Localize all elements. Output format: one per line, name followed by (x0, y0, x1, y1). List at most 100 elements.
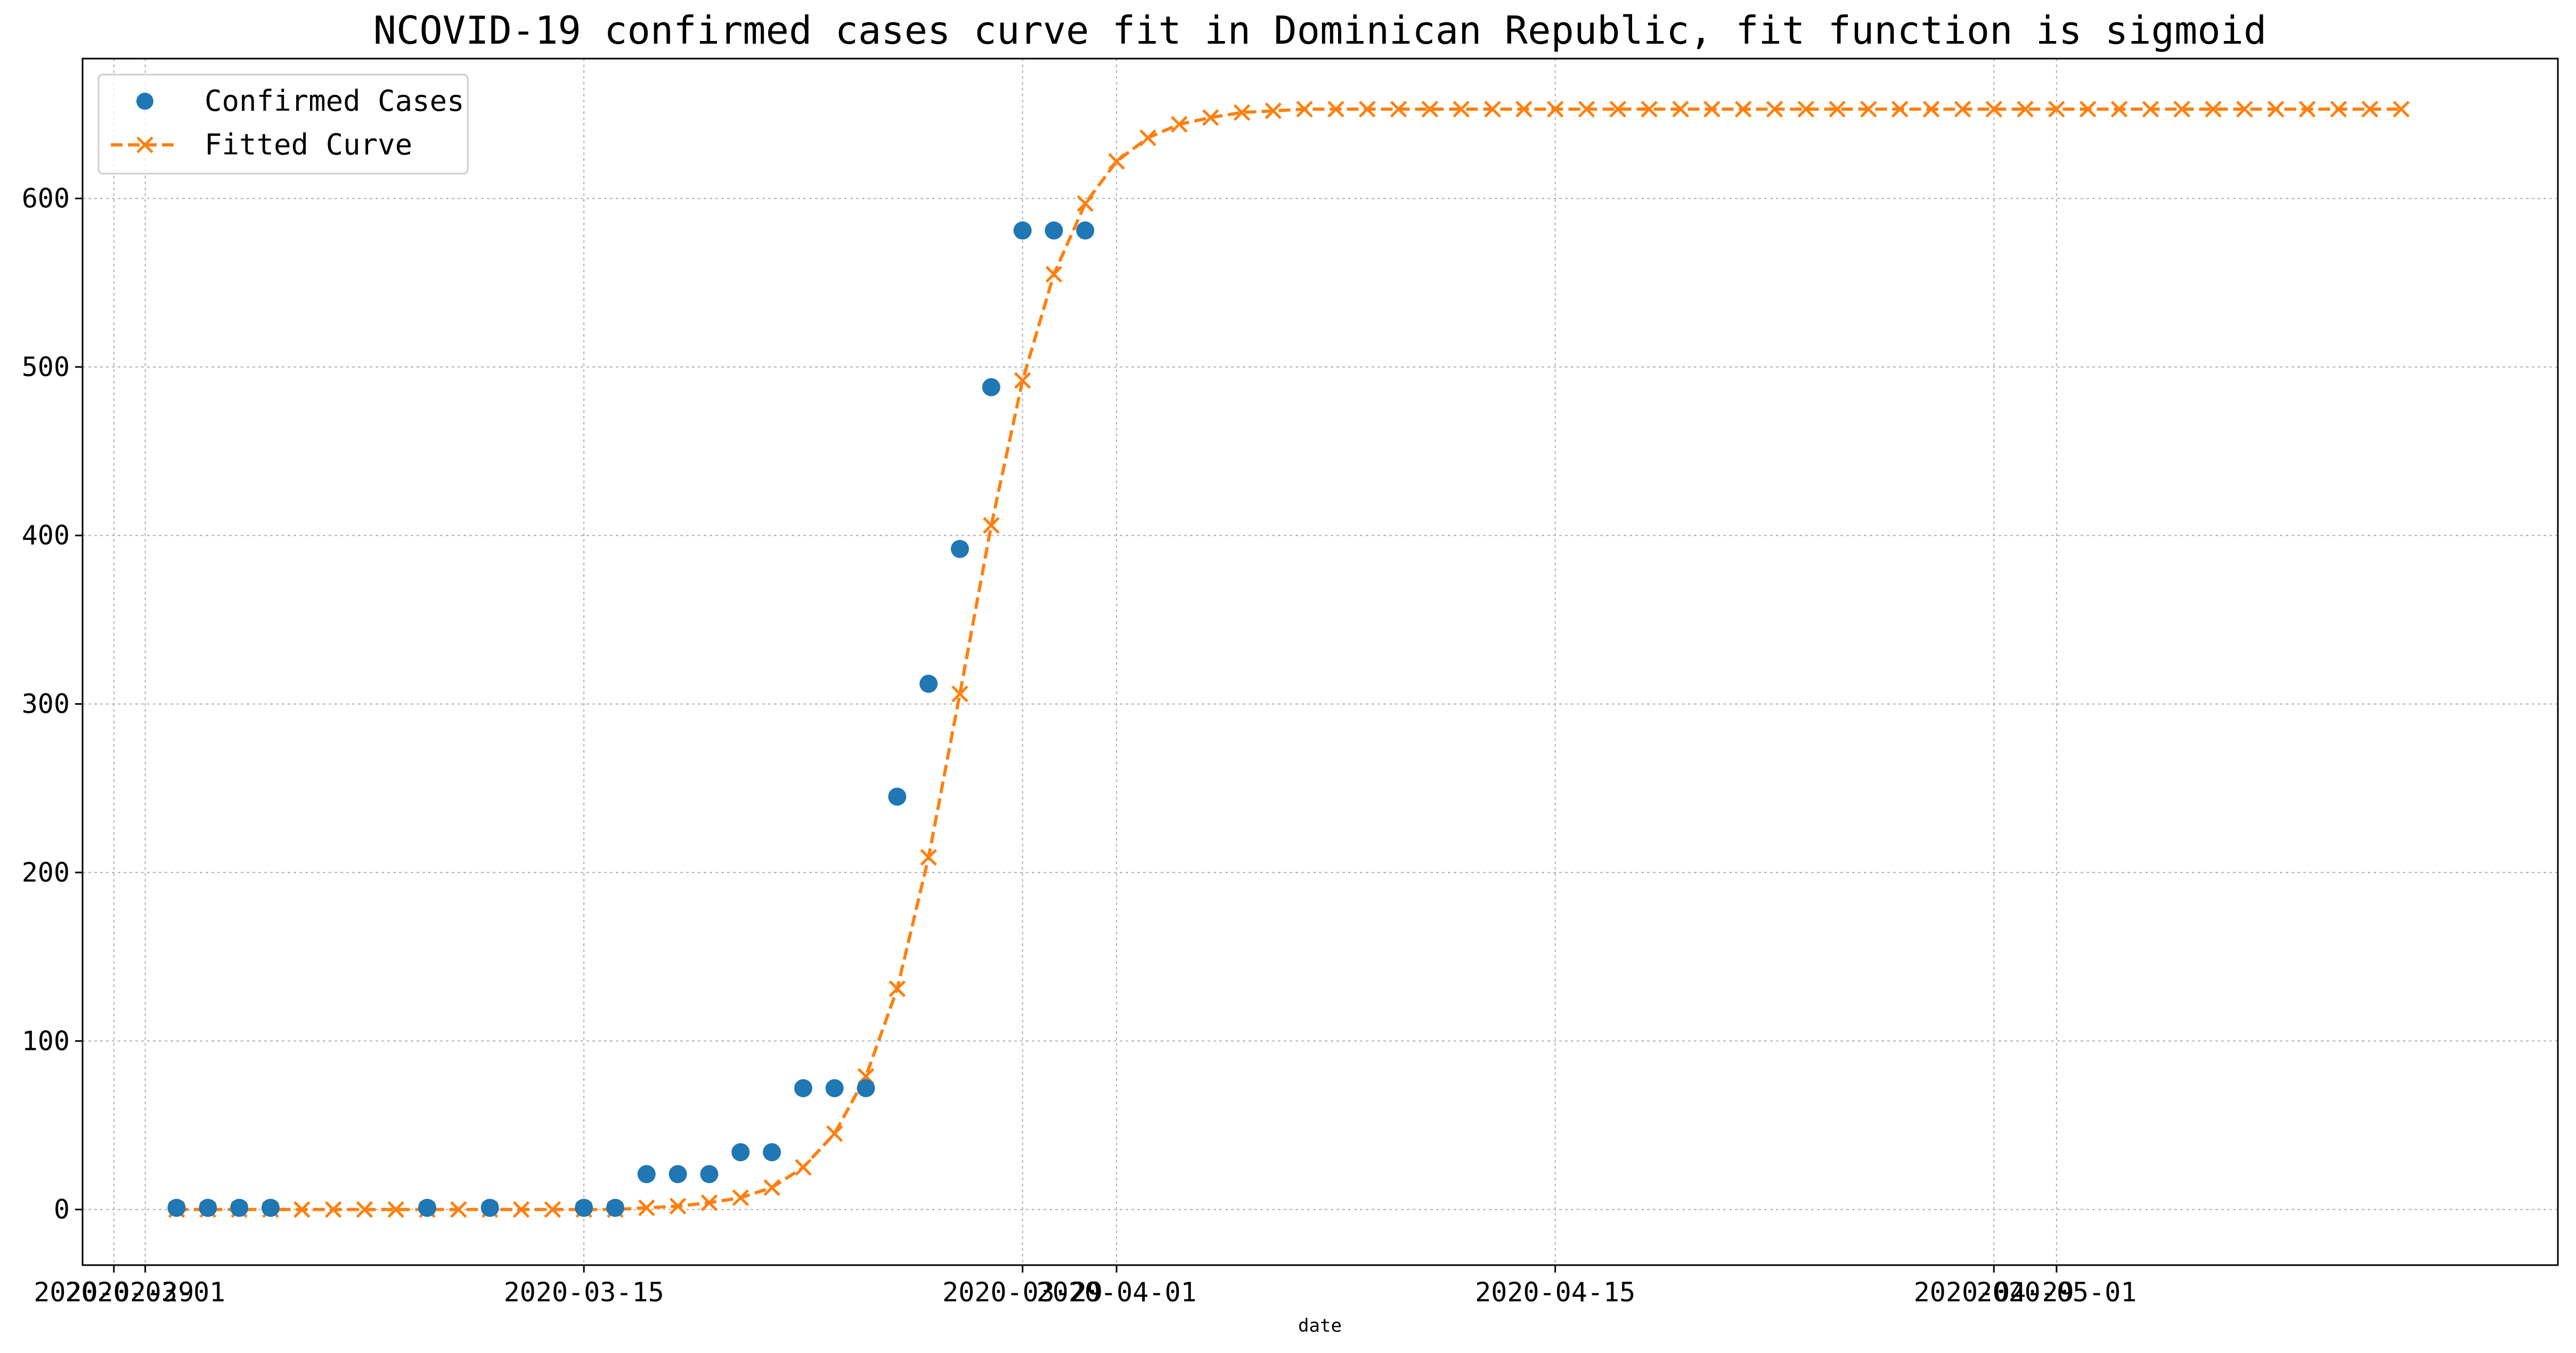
fitted-curve-marker (293, 1201, 311, 1218)
confirmed-case-point (1076, 221, 1095, 240)
fitted-curve-marker (1829, 101, 1846, 118)
x-tick-label: 2020-04-15 (1475, 1277, 1635, 1308)
y-tick-label: 300 (22, 689, 70, 720)
fitted-curve-marker (2048, 101, 2065, 118)
x-tick-label: 2020-05-01 (1976, 1277, 2137, 1308)
fitted-curve-marker (1609, 101, 1627, 118)
fitted-curve-marker (2393, 101, 2410, 118)
fitted-curve-marker (1171, 116, 1188, 133)
legend: Confirmed Cases Fitted Curve (97, 74, 469, 175)
fitted-curve-marker (2236, 101, 2253, 118)
fitted-curve-marker (1766, 101, 1783, 118)
fitted-curve-marker (1797, 101, 1815, 118)
fitted-curve-marker (1703, 101, 1721, 118)
y-tick-label: 100 (22, 1025, 70, 1056)
confirmed-case-point (637, 1165, 656, 1184)
fitted-curve-marker (2298, 101, 2316, 118)
y-tick-label: 600 (22, 183, 70, 214)
fitted-curve-marker (2079, 101, 2097, 118)
fitted-curve-marker (387, 1201, 404, 1218)
confirmed-case-point (575, 1199, 593, 1217)
fitted-curve-marker (1077, 195, 1094, 212)
x-tick-label: 2020-04-29 (1914, 1277, 2074, 1308)
fitted-curve-marker (1922, 101, 1940, 118)
legend-marker-fitted (136, 136, 153, 153)
fitted-curve-marker (1014, 372, 1031, 389)
fitted-curve-marker (888, 980, 906, 997)
fitted-curve-marker (1734, 101, 1752, 118)
confirmed-case-point (606, 1199, 624, 1217)
legend-label-fitted: Fitted Curve (205, 128, 412, 161)
fitted-curve-marker (544, 1201, 561, 1218)
fitted-curve-marker (356, 1201, 373, 1218)
confirmed-case-point (418, 1199, 437, 1217)
fitted-curve-marker (669, 1197, 687, 1215)
fitted-curve-marker (2142, 101, 2159, 118)
fitted-curve-marker (1202, 109, 1219, 126)
confirmed-case-point (480, 1199, 499, 1217)
confirmed-case-point (669, 1165, 687, 1184)
fitted-curve-marker (2330, 101, 2347, 118)
fitted-curve-marker (1139, 129, 1156, 146)
confirmed-case-point (230, 1199, 249, 1217)
fitted-curve-marker (1453, 101, 1470, 118)
fitted-curve-marker (1546, 101, 1564, 118)
confirmed-case-point (951, 540, 969, 558)
fitted-curve-marker (1954, 101, 1971, 118)
x-tick-label: 2020-03-01 (65, 1277, 225, 1308)
fitted-curve-marker (1327, 101, 1344, 118)
fitted-curve-marker (1108, 153, 1125, 170)
confirmed-case-point (982, 378, 1000, 396)
fitted-curve-marker (1265, 102, 1282, 119)
y-tick-label: 400 (22, 520, 70, 551)
y-tick-label: 500 (22, 352, 70, 382)
fitted-curve-marker (1860, 101, 1877, 118)
x-axis-label: date (1298, 1315, 1342, 1336)
x-tick-label: 2020-02-29 (34, 1277, 194, 1308)
y-tick-label: 200 (22, 857, 70, 888)
x-tick-label: 2020-03-29 (942, 1277, 1103, 1308)
fitted-curve-marker (450, 1201, 467, 1218)
fitted-curve-marker (2173, 101, 2190, 118)
fitted-curve-marker (324, 1201, 342, 1218)
legend-box (97, 74, 469, 175)
y-tick-label: 0 (54, 1194, 70, 1225)
fitted-curve-marker (638, 1199, 655, 1217)
fitted-curve-marker (763, 1179, 780, 1196)
legend-label-confirmed: Confirmed Cases (205, 84, 464, 118)
fitted-curve-marker (732, 1189, 749, 1207)
confirmed-case-point (199, 1199, 217, 1217)
confirmed-case-point (1013, 221, 1032, 240)
fitted-curve-marker (1233, 104, 1251, 121)
fitted-curve-marker (1891, 101, 1909, 118)
fitted-curve-marker (1578, 101, 1595, 118)
fitted-curve-marker (983, 517, 1000, 534)
confirmed-case-point (261, 1199, 280, 1217)
fitted-curve-marker (1296, 101, 1313, 118)
fitted-curve-marker (1390, 101, 1407, 118)
fitted-curve-marker (512, 1201, 530, 1218)
fitted-curve-marker (2267, 101, 2285, 118)
confirmed-case-point (857, 1079, 875, 1097)
fitted-curve-marker (700, 1194, 718, 1211)
fitted-curve-marker (2361, 101, 2378, 118)
fitted-curve-marker (2017, 101, 2034, 118)
legend-marker-confirmed (136, 93, 153, 110)
confirmed-case-point (794, 1079, 812, 1097)
chart-title: NCOVID-19 confirmed cases curve fit in D… (373, 8, 2267, 53)
fitted-curve-marker (2110, 101, 2128, 118)
confirmed-case-point (888, 787, 907, 806)
fitted-curve-marker (1045, 266, 1063, 283)
confirmed-case-point (919, 674, 938, 693)
fitted-curve-marker (1641, 101, 1658, 118)
plot-frame (81, 58, 2559, 1266)
confirmed-case-point (763, 1143, 781, 1162)
x-tick-label: 2020-03-15 (504, 1277, 664, 1308)
fitted-curve-marker (1672, 101, 1689, 118)
fitted-curve-marker (1985, 101, 2002, 118)
fitted-curve-marker (1515, 101, 1532, 118)
confirmed-case-point (700, 1165, 719, 1184)
